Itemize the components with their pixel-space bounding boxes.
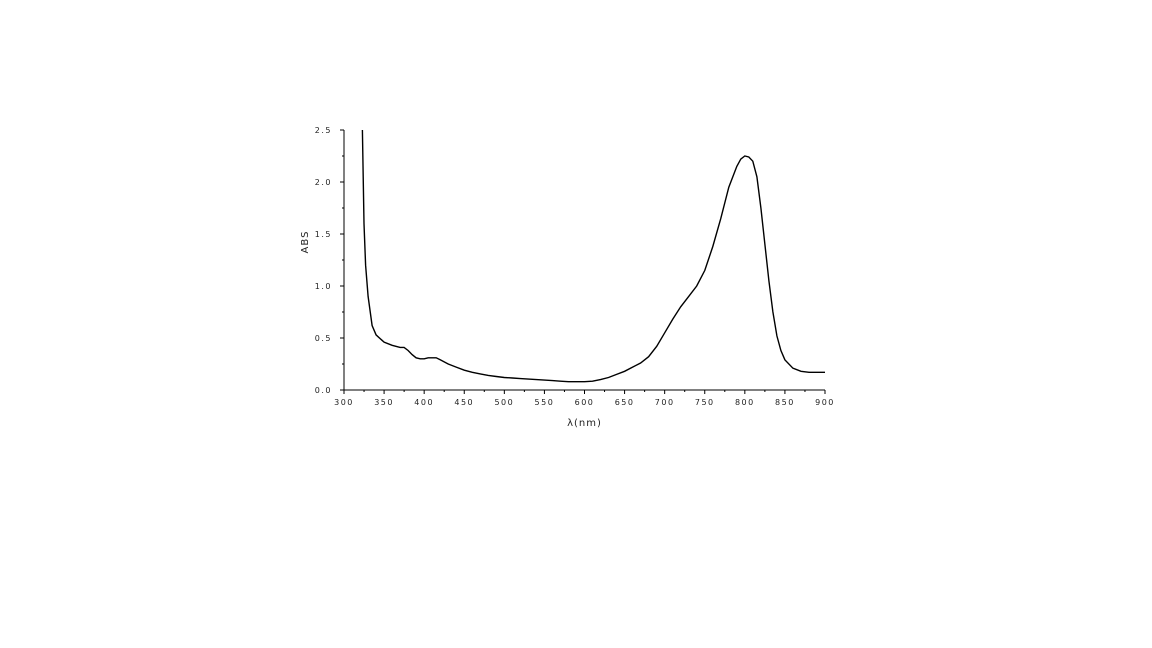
x-axis-title: λ(nm) <box>567 418 602 429</box>
x-tick-label: 700 <box>655 398 675 407</box>
x-tick-label: 650 <box>615 398 635 407</box>
x-tick-label: 400 <box>414 398 434 407</box>
y-tick-label: 1.0 <box>315 282 332 291</box>
x-tick-label: 800 <box>735 398 755 407</box>
x-tick-label: 600 <box>575 398 595 407</box>
y-tick-label: 0.5 <box>315 334 332 343</box>
y-tick-label: 1.5 <box>315 230 332 239</box>
x-tick-label: 850 <box>775 398 795 407</box>
y-axis-title: ABS <box>300 231 311 254</box>
y-tick-label: 2.0 <box>315 178 332 187</box>
x-tick-label: 900 <box>815 398 835 407</box>
y-tick-label: 0.0 <box>315 386 332 395</box>
axes: 300 350 400 450 500 550 600 650 700 750 800 850 900 0… <box>315 126 835 407</box>
x-tick-label: 450 <box>454 398 474 407</box>
x-tick-label: 750 <box>695 398 715 407</box>
x-tick-label: 550 <box>535 398 555 407</box>
series-line-abs <box>361 129 825 383</box>
x-tick-label: 350 <box>374 398 394 407</box>
y-tick-label: 2.5 <box>315 126 332 135</box>
x-tick-label: 300 <box>334 398 354 407</box>
x-tick-label: 500 <box>494 398 514 407</box>
